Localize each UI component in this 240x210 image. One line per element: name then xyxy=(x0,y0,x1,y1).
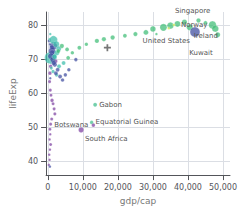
svg-text:10,000: 10,000 xyxy=(69,183,97,192)
svg-text:Norway: Norway xyxy=(181,21,208,29)
svg-text:United States: United States xyxy=(143,37,191,45)
svg-text:Ireland: Ireland xyxy=(194,32,218,40)
svg-text:50: 50 xyxy=(28,123,38,132)
svg-text:lifeExp: lifeExp xyxy=(8,78,18,109)
svg-text:40,000: 40,000 xyxy=(174,183,202,192)
svg-text:South Africa: South Africa xyxy=(85,135,128,143)
svg-text:Botswana: Botswana xyxy=(54,121,88,129)
svg-text:gdp/cap: gdp/cap xyxy=(120,196,157,206)
svg-text:70: 70 xyxy=(28,55,38,64)
svg-text:50,000: 50,000 xyxy=(209,183,237,192)
svg-text:Equatorial Guinea: Equatorial Guinea xyxy=(96,118,159,126)
svg-text:60: 60 xyxy=(28,89,38,98)
svg-text:80: 80 xyxy=(28,21,38,30)
svg-text:Kuwait: Kuwait xyxy=(189,49,213,57)
svg-text:0: 0 xyxy=(45,183,50,192)
svg-text:40: 40 xyxy=(28,157,38,166)
svg-text:Singapore: Singapore xyxy=(175,7,210,15)
svg-text:Gabon: Gabon xyxy=(99,101,122,109)
svg-text:20,000: 20,000 xyxy=(104,183,132,192)
svg-text:30,000: 30,000 xyxy=(139,183,167,192)
